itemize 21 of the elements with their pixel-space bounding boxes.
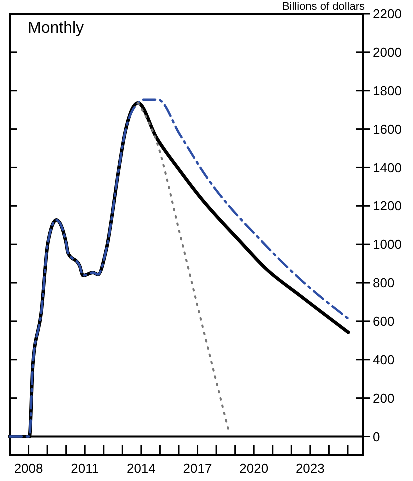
y-axis-title: Billions of dollars xyxy=(282,1,366,13)
x-tick-label: 2008 xyxy=(14,461,44,476)
y-tick-label: 1800 xyxy=(373,83,402,98)
line-series xyxy=(137,102,230,430)
x-tick-label: 2023 xyxy=(296,461,325,476)
y-tick-label: 2000 xyxy=(373,44,402,60)
y-tick-label: 1600 xyxy=(373,122,402,137)
x-tick-label: 2020 xyxy=(240,461,269,476)
y-tick-label: 2200 xyxy=(373,6,402,22)
y-tick-label: 1400 xyxy=(373,160,402,176)
y-tick-label: 1200 xyxy=(373,198,402,214)
y-tick-label: 200 xyxy=(373,390,395,406)
x-tick-label: 2017 xyxy=(183,461,212,476)
x-tick-label: 2014 xyxy=(126,461,156,476)
x-tick-label: 2011 xyxy=(71,461,100,476)
chart-title: Monthly xyxy=(28,20,84,37)
y-tick-label: 800 xyxy=(373,276,395,291)
y-tick-label: 400 xyxy=(373,352,395,368)
y-tick-label: 600 xyxy=(373,314,395,329)
y-tick-label: 0 xyxy=(373,429,380,444)
y-tick-label: 1000 xyxy=(373,237,402,252)
